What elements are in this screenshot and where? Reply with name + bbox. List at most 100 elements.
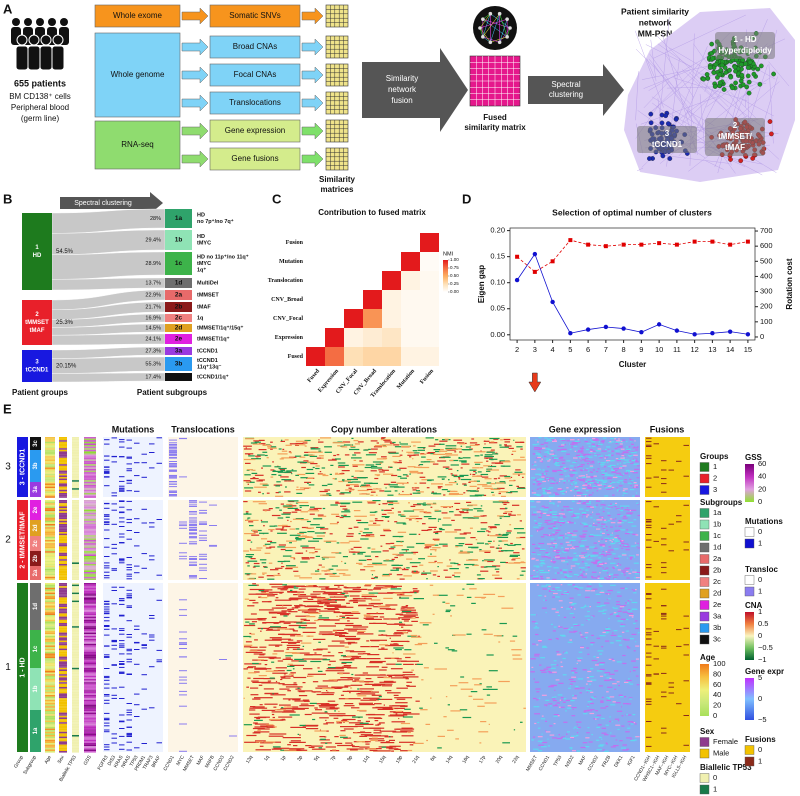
heatmap-texture: [270, 530, 273, 532]
heatmap-texture: [111, 553, 117, 555]
heatmap-texture: [141, 708, 147, 710]
heatmap-texture: [499, 515, 511, 518]
heatmap-texture: [359, 460, 363, 462]
network-edge: [665, 54, 694, 98]
heatmap-texture: [366, 613, 384, 615]
heatmap-texture: [291, 473, 293, 475]
heatmap-texture: [614, 505, 617, 508]
heatmap-texture: [45, 486, 55, 489]
heatmap-texture: [374, 518, 378, 520]
heatmap-texture: [72, 591, 79, 593]
heatmap-texture: [119, 501, 125, 502]
heatmap-texture: [149, 467, 155, 469]
subgroup-id: 2d: [175, 325, 183, 332]
heatmap-texture: [280, 440, 285, 442]
heatmap-texture: [470, 490, 479, 492]
heatmap-texture: [258, 596, 262, 598]
heatmap-texture: [399, 555, 402, 557]
heatmap-texture: [45, 632, 55, 635]
marker: [603, 324, 609, 330]
heatmap-texture: [45, 478, 55, 481]
heatmap-texture: [370, 440, 378, 442]
heatmap-texture: [558, 457, 563, 459]
heatmap-texture: [633, 454, 638, 456]
heatmap-texture: [84, 472, 96, 474]
heatmap-texture: [621, 442, 623, 444]
heatmap-cell: [401, 271, 420, 290]
heatmap-texture: [45, 568, 55, 571]
subgroup-band-label: 1b: [33, 685, 39, 692]
heatmap-texture: [156, 661, 162, 663]
heatmap-texture: [522, 476, 524, 478]
heatmap-texture: [45, 648, 55, 651]
heatmap-texture: [620, 529, 626, 531]
heatmap-texture: [255, 455, 261, 457]
heatmap-texture: [84, 475, 96, 477]
heatmap-texture: [557, 521, 564, 524]
heatmap-texture: [72, 556, 79, 558]
heatmap-texture: [119, 698, 125, 699]
heatmap-texture: [580, 475, 585, 477]
heatmap-texture: [625, 546, 630, 548]
heatmap-texture: [119, 630, 125, 631]
heatmap-texture: [593, 534, 599, 536]
heatmap-texture: [600, 483, 606, 485]
heatmap-texture: [480, 505, 483, 507]
step-label: Spectral clustering: [74, 200, 132, 207]
heatmap-texture: [557, 488, 562, 490]
heatmap-texture: [400, 477, 407, 479]
heatmap-texture: [104, 656, 110, 658]
heatmap-texture: [84, 494, 96, 497]
heatmap-texture: [388, 452, 399, 454]
heatmap-texture: [604, 474, 611, 476]
heatmap-texture: [126, 518, 132, 520]
heatmap-texture: [632, 447, 639, 449]
heatmap-texture: [72, 478, 79, 481]
arrow: [301, 94, 324, 112]
heatmap-texture: [309, 455, 318, 457]
heatmap-texture: [453, 475, 464, 478]
chart-title: Selection of optimal number of clusters: [552, 207, 712, 217]
network-edge: [659, 154, 730, 164]
heatmap-texture: [623, 462, 626, 464]
network-edge: [701, 73, 767, 84]
group-share: 54.5%: [56, 249, 74, 255]
heatmap-texture: [301, 557, 310, 559]
heatmap-texture: [45, 643, 55, 646]
heatmap-texture: [365, 464, 375, 466]
heatmap-texture: [506, 530, 512, 532]
heatmap-texture: [598, 516, 604, 518]
heatmap-texture: [189, 500, 197, 502]
heatmap-texture: [111, 737, 117, 739]
heatmap-texture: [311, 748, 326, 750]
heatmap-texture: [554, 439, 556, 441]
heatmap-texture: [504, 445, 512, 447]
heatmap-texture: [504, 475, 511, 478]
heatmap-texture: [269, 546, 276, 548]
heatmap-texture: [189, 558, 197, 559]
network-edge: [668, 46, 708, 141]
heatmap-texture: [384, 736, 394, 738]
heatmap-texture: [442, 524, 452, 526]
heatmap-texture: [581, 522, 587, 524]
heatmap-texture: [314, 652, 317, 654]
y-tick-label: 0.05: [490, 304, 505, 313]
heatmap-texture: [390, 481, 397, 483]
heatmap-texture: [336, 454, 340, 456]
heatmap-texture: [598, 577, 604, 579]
heatmap-texture: [104, 567, 110, 569]
heatmap-texture: [72, 541, 79, 544]
heatmap-texture: [84, 624, 96, 627]
heatmap-texture: [634, 542, 637, 544]
heatmap-texture: [546, 450, 549, 453]
heatmap-texture: [45, 520, 55, 523]
network-edge: [663, 81, 729, 132]
heatmap-texture: [539, 572, 546, 574]
heatmap-texture: [59, 512, 67, 515]
heatmap-texture: [312, 591, 326, 593]
heatmap-texture: [59, 540, 67, 542]
heatmap-texture: [565, 541, 570, 543]
heatmap-texture: [423, 570, 425, 572]
assay-box: [94, 4, 181, 28]
heatmap-texture: [246, 667, 254, 669]
